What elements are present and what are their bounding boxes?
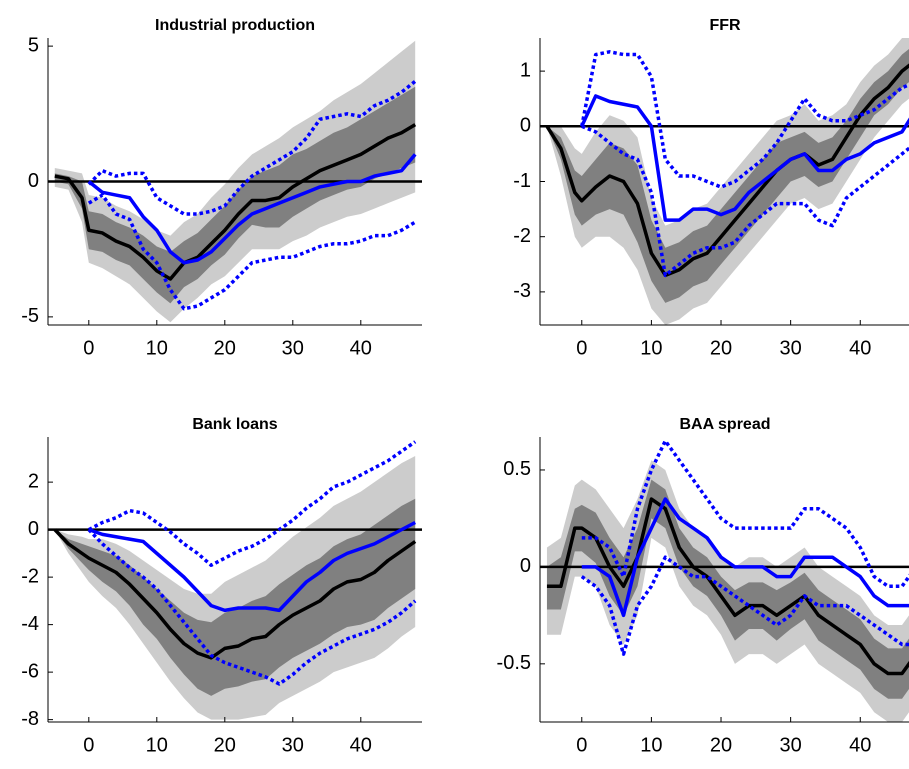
- y-tick-label: -3: [513, 280, 531, 302]
- x-tick-label: 0: [83, 734, 94, 756]
- x-tick-label: 20: [710, 337, 732, 359]
- series-line: [581, 124, 909, 278]
- series-line: [87, 153, 417, 265]
- x-tick-label: 30: [780, 337, 802, 359]
- chart-title: FFR: [709, 17, 741, 34]
- x-tick-label: 10: [146, 734, 168, 756]
- confidence-band: [54, 456, 416, 720]
- panel: [540, 38, 909, 325]
- x-tick-label: 40: [350, 337, 372, 359]
- series-line: [54, 123, 417, 281]
- y-tick-label: 0: [28, 170, 39, 192]
- series-line: [581, 497, 909, 618]
- confidence-band: [546, 479, 909, 699]
- y-tick-label: 5: [28, 34, 39, 56]
- series-line: [87, 528, 417, 686]
- y-tick-label: 0: [28, 518, 39, 540]
- series-line: [53, 528, 417, 660]
- y-tick-label: -2: [21, 565, 39, 587]
- series-line: [546, 497, 909, 676]
- x-tick-label: 0: [576, 337, 587, 359]
- y-tick-label: -4: [21, 613, 39, 635]
- x-tick-label: 10: [640, 337, 662, 359]
- x-tick-label: 10: [146, 337, 168, 359]
- y-tick-label: 2: [28, 470, 39, 492]
- x-tick-label: 30: [282, 337, 304, 359]
- series-line: [87, 440, 417, 567]
- x-tick-label: 30: [282, 734, 304, 756]
- y-tick-label: -2: [513, 225, 531, 247]
- x-tick-label: 0: [576, 734, 587, 756]
- panel: [48, 40, 422, 323]
- y-tick-label: 0: [520, 555, 531, 577]
- y-tick-label: 1: [520, 59, 531, 81]
- series-line: [581, 439, 909, 589]
- x-tick-label: 20: [214, 337, 236, 359]
- chart-title: BAA spread: [680, 416, 771, 433]
- y-tick-label: 0.5: [503, 458, 531, 480]
- chart-title: Industrial production: [155, 17, 315, 34]
- x-tick-label: 40: [849, 337, 871, 359]
- series-line: [87, 193, 417, 311]
- panel: [48, 440, 422, 720]
- y-tick-label: 0: [520, 115, 531, 137]
- chart-title: Bank loans: [192, 416, 277, 433]
- x-tick-label: 20: [214, 734, 236, 756]
- y-tick-label: -1: [513, 170, 531, 192]
- x-tick-label: 30: [780, 734, 802, 756]
- y-tick-label: -8: [21, 708, 39, 730]
- y-tick-label: -0.5: [497, 652, 531, 674]
- x-tick-label: 40: [350, 734, 372, 756]
- confidence-band: [546, 38, 909, 325]
- confidence-band: [54, 498, 416, 696]
- x-tick-label: 40: [849, 734, 871, 756]
- x-tick-label: 0: [83, 337, 94, 359]
- x-tick-label: 20: [710, 734, 732, 756]
- confidence-band: [546, 49, 909, 303]
- series-line: [580, 94, 909, 222]
- panel: [540, 439, 909, 722]
- series-line: [87, 79, 417, 216]
- series-line: [88, 520, 417, 613]
- y-tick-label: -6: [21, 660, 39, 682]
- y-tick-label: -5: [21, 305, 39, 327]
- x-tick-label: 10: [640, 734, 662, 756]
- series-line: [545, 63, 909, 278]
